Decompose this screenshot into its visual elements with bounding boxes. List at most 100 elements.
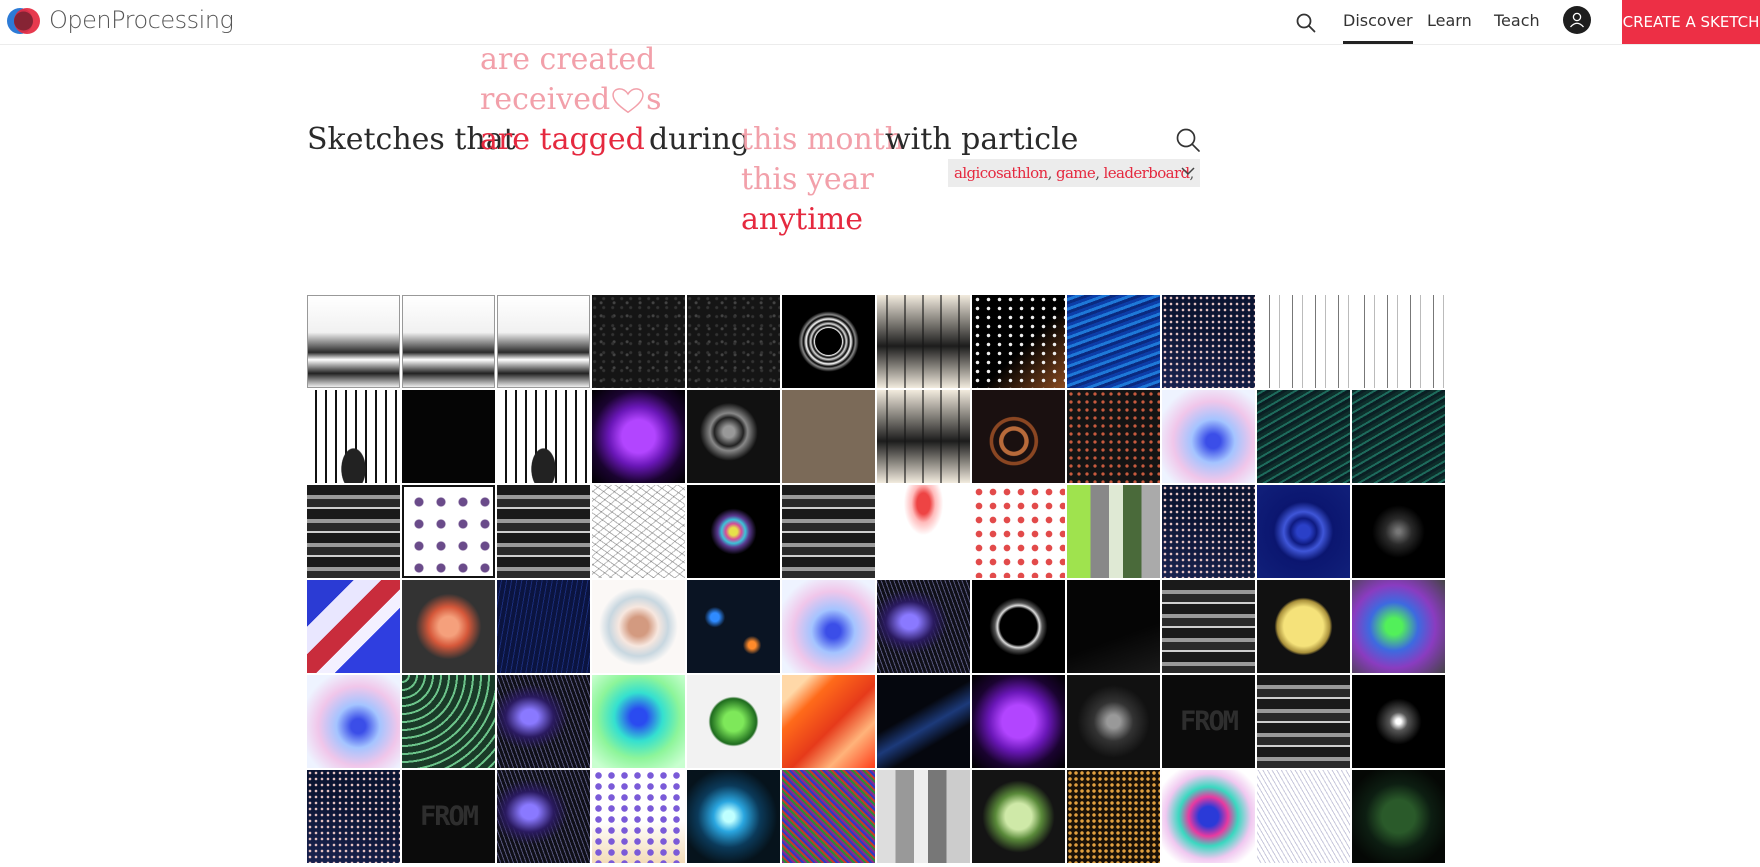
sketch-thumbnail[interactable] — [972, 580, 1065, 673]
option-this-year[interactable]: this year — [741, 162, 874, 197]
sketch-thumbnail[interactable] — [592, 580, 685, 673]
tag-search-icon[interactable] — [1175, 127, 1201, 153]
sketch-thumbnail[interactable] — [877, 390, 970, 483]
nav-discover[interactable]: Discover — [1343, 11, 1413, 44]
sketch-thumbnail[interactable] — [877, 770, 970, 863]
sketch-thumbnail[interactable] — [782, 675, 875, 768]
sketch-thumbnail[interactable] — [307, 295, 400, 388]
sketch-thumbnail[interactable] — [687, 580, 780, 673]
create-sketch-button[interactable]: CREATE A SKETCH — [1622, 0, 1760, 44]
sketch-thumbnail[interactable] — [1067, 390, 1160, 483]
option-are-created[interactable]: are created — [480, 42, 656, 77]
sketch-thumbnail[interactable] — [1352, 580, 1445, 673]
sentence-with-particle: with particle — [885, 122, 1079, 157]
sketch-thumbnail[interactable] — [402, 295, 495, 388]
sketch-thumbnail[interactable] — [1067, 675, 1160, 768]
sketch-thumbnail[interactable] — [1257, 485, 1350, 578]
sketch-thumbnail[interactable] — [307, 580, 400, 673]
sketch-thumbnail[interactable] — [592, 295, 685, 388]
sketch-thumbnail[interactable] — [307, 390, 400, 483]
sentence-prefix: Sketches that — [307, 122, 516, 157]
option-anytime[interactable]: anytime — [741, 202, 864, 237]
brand-name[interactable]: OpenProcessing — [49, 6, 234, 34]
sketch-thumbnail[interactable] — [402, 675, 495, 768]
sketch-thumbnail[interactable] — [782, 770, 875, 863]
sketch-thumbnail[interactable] — [307, 770, 400, 863]
sketch-thumbnail[interactable] — [592, 390, 685, 483]
option-received-suffix: s — [646, 82, 662, 117]
sketch-thumbnail[interactable] — [972, 485, 1065, 578]
chevron-down-icon[interactable] — [1180, 165, 1196, 177]
sketch-thumbnail[interactable] — [307, 485, 400, 578]
nav-teach[interactable]: Teach — [1494, 11, 1540, 30]
sketch-thumbnail[interactable] — [1257, 770, 1350, 863]
tag-list: algicosathlon, game, leaderboard, — [954, 164, 1194, 182]
sketch-thumbnail[interactable] — [1257, 675, 1350, 768]
sketch-thumbnail[interactable] — [972, 675, 1065, 768]
sketch-thumbnail[interactable] — [1067, 580, 1160, 673]
sketch-thumbnail[interactable]: FROM — [1162, 675, 1255, 768]
sketch-thumbnail[interactable] — [782, 390, 875, 483]
sketch-thumbnail[interactable] — [687, 770, 780, 863]
sketch-grid: FROM FROM — [307, 295, 1447, 863]
sketch-thumbnail[interactable] — [877, 295, 970, 388]
sketch-thumbnail[interactable] — [687, 675, 780, 768]
sketch-thumbnail[interactable] — [402, 390, 495, 483]
nav-learn[interactable]: Learn — [1427, 11, 1472, 30]
sketch-thumbnail[interactable] — [877, 675, 970, 768]
option-received-hearts[interactable]: received s — [480, 80, 662, 120]
user-icon — [1570, 12, 1584, 28]
sketch-thumbnail[interactable] — [1162, 390, 1255, 483]
sketch-thumbnail[interactable] — [1162, 485, 1255, 578]
sketch-thumbnail[interactable] — [877, 580, 970, 673]
sketch-thumbnail[interactable] — [402, 485, 495, 578]
sketch-thumbnail[interactable] — [307, 675, 400, 768]
sketch-thumbnail[interactable] — [1067, 770, 1160, 863]
sketch-thumbnail[interactable] — [687, 390, 780, 483]
tag-chip[interactable]: leaderboard — [1103, 164, 1191, 182]
sketch-thumbnail[interactable] — [592, 770, 685, 863]
sketch-thumbnail[interactable] — [1257, 580, 1350, 673]
sketch-thumbnail[interactable] — [972, 295, 1065, 388]
sketch-thumbnail[interactable] — [497, 770, 590, 863]
sketch-thumbnail[interactable] — [1162, 580, 1255, 673]
sketch-thumbnail[interactable] — [687, 295, 780, 388]
tag-chip[interactable]: algicosathlon — [954, 164, 1048, 182]
sketch-thumbnail[interactable] — [782, 295, 875, 388]
option-this-month[interactable]: this month — [741, 122, 905, 157]
sketch-thumbnail[interactable] — [1257, 390, 1350, 483]
sketch-thumbnail[interactable] — [972, 390, 1065, 483]
search-icon[interactable] — [1295, 12, 1317, 34]
sketch-thumbnail[interactable] — [687, 485, 780, 578]
sketch-thumbnail[interactable] — [877, 485, 970, 578]
sketch-thumbnail[interactable] — [1257, 295, 1350, 388]
sketch-thumbnail[interactable] — [1352, 390, 1445, 483]
option-are-tagged[interactable]: are tagged — [480, 122, 645, 157]
sketch-thumbnail[interactable] — [497, 580, 590, 673]
tag-chip[interactable]: game — [1055, 164, 1096, 182]
openprocessing-logo-icon[interactable] — [6, 4, 42, 38]
sketch-thumbnail[interactable] — [402, 580, 495, 673]
sketch-thumbnail[interactable] — [592, 675, 685, 768]
sketch-thumbnail[interactable] — [497, 675, 590, 768]
sketch-thumbnail[interactable] — [1067, 295, 1160, 388]
sketch-thumbnail[interactable] — [1352, 675, 1445, 768]
sketch-thumbnail[interactable] — [782, 485, 875, 578]
sketch-thumbnail[interactable] — [782, 580, 875, 673]
user-avatar[interactable] — [1563, 6, 1591, 34]
sketch-thumbnail[interactable]: FROM — [402, 770, 495, 863]
sketch-thumbnail[interactable] — [592, 485, 685, 578]
sketch-thumbnail[interactable] — [1162, 770, 1255, 863]
sketch-thumbnail[interactable] — [1352, 770, 1445, 863]
sketch-thumbnail[interactable] — [1162, 295, 1255, 388]
sketch-thumbnail[interactable] — [497, 390, 590, 483]
sketch-thumbnail[interactable] — [1067, 485, 1160, 578]
sketch-thumbnail[interactable] — [1352, 485, 1445, 578]
sketch-thumbnail[interactable] — [497, 295, 590, 388]
sketch-thumbnail[interactable] — [972, 770, 1065, 863]
tag-filter-input[interactable]: algicosathlon, game, leaderboard, — [948, 159, 1200, 187]
option-received-label: received — [480, 82, 611, 117]
sketch-thumbnail[interactable] — [497, 485, 590, 578]
top-nav: OpenProcessing Discover Learn Teach CREA… — [0, 0, 1760, 45]
sketch-thumbnail[interactable] — [1352, 295, 1445, 388]
